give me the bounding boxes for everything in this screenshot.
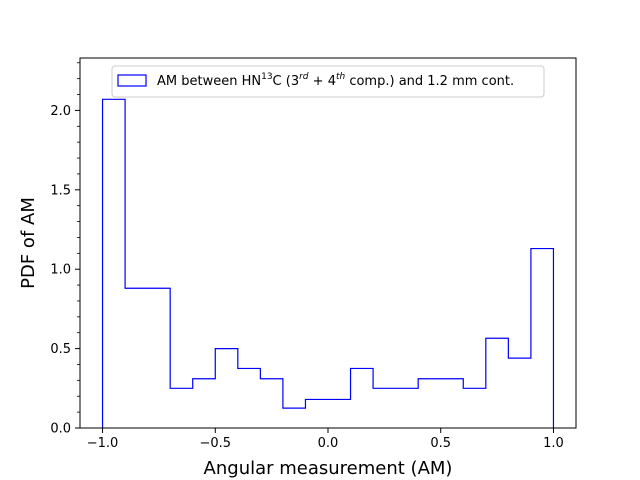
legend-label-part: C (3	[273, 74, 300, 89]
legend-label: AM between HN13C (3rd + 4th comp.) and 1…	[157, 72, 514, 89]
y-tick-label: 2.0	[50, 104, 71, 119]
legend-label-part: comp.) and 1.2 mm cont.	[345, 74, 514, 89]
x-tick-label: 0.0	[318, 436, 339, 451]
y-tick-labels: 0.0 0.5 1.0 1.5 2.0	[50, 104, 71, 437]
legend-label-part: + 4	[309, 74, 336, 89]
x-tick-marks	[102, 428, 554, 433]
legend-sup-13: 13	[261, 72, 272, 82]
y-tick-label: 1.5	[50, 183, 71, 198]
x-tick-label: 1.0	[543, 436, 564, 451]
y-tick-marks	[75, 109, 80, 429]
x-axis-label: Angular measurement (AM)	[204, 458, 453, 479]
x-tick-labels: −1.0 −0.5 0.0 0.5 1.0	[87, 436, 564, 451]
x-tick-label: −1.0	[87, 436, 119, 451]
legend-sup-th: th	[336, 72, 346, 82]
y-tick-label: 0.5	[50, 342, 71, 357]
plot-frame	[79, 57, 577, 429]
legend-swatch	[117, 74, 147, 87]
y-axis-label: PDF of AM	[18, 197, 39, 289]
x-tick-label: −0.5	[199, 436, 231, 451]
y-tick-label: 0.0	[50, 422, 71, 437]
legend-sup-rd: rd	[299, 72, 309, 82]
x-tick-label: 0.5	[430, 436, 451, 451]
histogram-step-line	[101, 98, 555, 428]
legend-label-part: AM between HN	[157, 74, 261, 89]
y-tick-label: 1.0	[50, 263, 71, 278]
legend: AM between HN13C (3rd + 4th comp.) and 1…	[111, 65, 545, 98]
plot-background	[80, 58, 576, 428]
legend-box	[111, 65, 545, 98]
